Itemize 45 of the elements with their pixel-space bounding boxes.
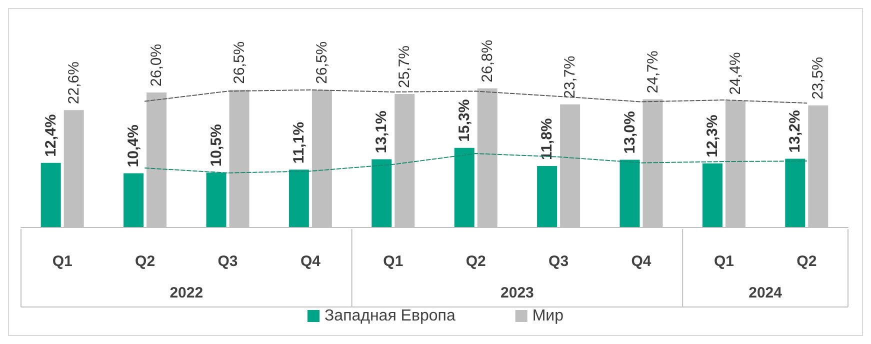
legend-label: Западная Европа [324,308,456,324]
data-label: 25,7% [396,45,414,88]
data-label: 13,2% [786,110,804,153]
x-tick-label: Q3 [548,253,569,270]
bar [454,148,474,227]
bar [620,160,640,227]
data-label: 10,4% [125,124,142,168]
data-label: 22,6% [65,62,82,104]
legend-label: Мир [532,308,564,324]
data-label: 13,1% [373,110,390,154]
x-tick-label: Q4 [631,253,652,270]
x-tick-label: Q2 [796,253,817,270]
bar [537,166,558,227]
text: 2024 [748,284,783,302]
data-label: 15,3% [456,99,473,142]
data-label: 11,8% [538,118,556,160]
data-label: 23,7% [562,56,579,98]
text: 2022 [170,284,204,302]
bar [702,163,722,227]
x-tick-label: Q2 [466,253,486,270]
data-label: 24,4% [726,52,744,95]
data-label: 23,5% [810,56,827,100]
data-label: 10,5% [208,124,225,167]
x-tick-label: Q4 [300,253,322,270]
x-tick-label: Q3 [218,253,238,270]
data-label: 13,0% [621,111,638,154]
bar [785,158,806,227]
data-label: 26,0% [148,44,166,86]
data-label: 26,5% [230,41,248,84]
bar [288,170,309,227]
data-label: 11,1% [290,122,308,164]
bar [124,173,144,227]
data-label: 26,5% [313,41,330,84]
x-tick-label: Q1 [52,253,72,270]
x-tick-label: Q1 [383,253,404,270]
data-label: 24,7% [644,50,662,94]
data-label: 12,3% [704,114,721,158]
bar [372,159,392,227]
x-tick-label: Q2 [135,253,156,270]
bar [206,172,226,227]
data-label: 26,8% [478,40,496,82]
bar [40,162,61,227]
x-tick-label: Q1 [714,253,734,270]
data-label: 12,4% [42,114,60,157]
text: 2023 [500,284,534,302]
